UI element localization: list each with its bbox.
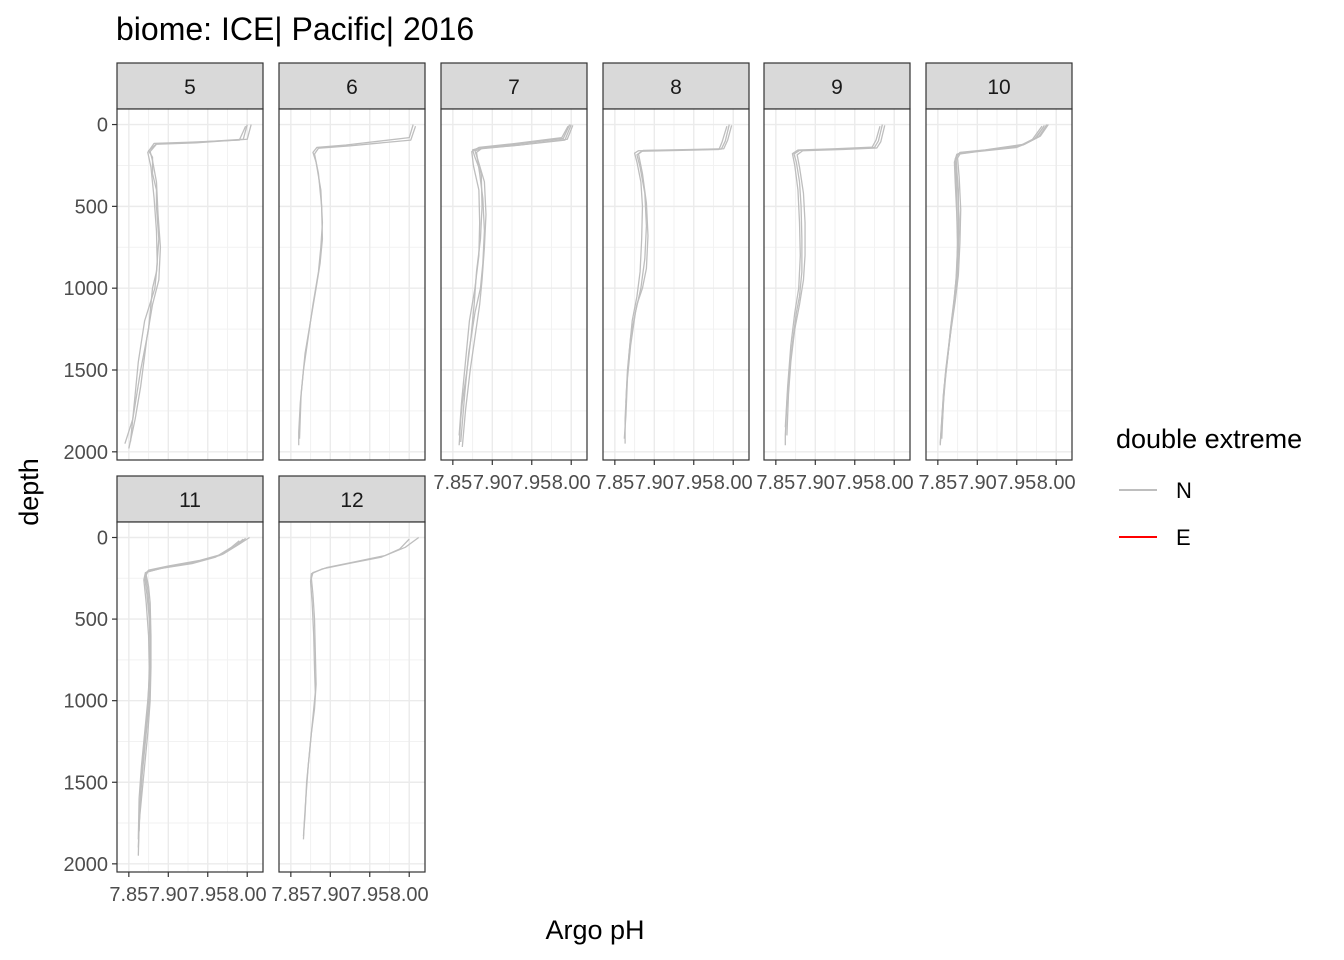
y-tick-label: 2000 <box>64 854 109 876</box>
facet-panel-10: 10 7.85 7.90 7.95 8.00 <box>918 62 1076 494</box>
panel-border <box>278 521 426 873</box>
series-line-N <box>138 540 240 832</box>
x-tick-label: 7.85 <box>918 472 957 494</box>
panel-background <box>279 522 425 872</box>
x-tick-label: 8.00 <box>714 472 753 494</box>
x-tick-label: 7.85 <box>271 884 310 906</box>
x-tick-label: 7.90 <box>958 472 997 494</box>
series-line-N <box>784 126 881 428</box>
panel-border <box>116 521 264 873</box>
facet-strip-label: 8 <box>670 76 682 99</box>
y-tick-label: 500 <box>75 196 108 218</box>
legend-label-N: N <box>1176 478 1192 503</box>
x-tick-label: 7.90 <box>635 472 674 494</box>
series-line-N <box>129 125 247 443</box>
y-tick-label: 1500 <box>64 360 109 382</box>
x-tick-label: 8.00 <box>875 472 914 494</box>
series-line-N <box>302 538 410 837</box>
panel-border <box>440 108 588 461</box>
panel-border <box>925 108 1073 461</box>
x-tick-label: 7.95 <box>512 472 551 494</box>
facet-strip-label: 7 <box>508 76 520 99</box>
panel-background <box>926 109 1072 460</box>
x-tick-label: 7.95 <box>997 472 1036 494</box>
panel-border <box>602 108 750 461</box>
legend-label-E: E <box>1176 525 1191 550</box>
series-line-N <box>786 125 886 436</box>
y-axis-title: depth <box>14 458 44 526</box>
series-line-N <box>625 125 733 403</box>
x-tick-label: 7.95 <box>674 472 713 494</box>
x-tick-label: 8.00 <box>390 884 429 906</box>
legend: double extreme NE <box>1116 424 1302 550</box>
series-line-N <box>460 124 572 443</box>
panel-background <box>279 109 425 460</box>
chart-title: biome: ICE| Pacific| 2016 <box>116 11 474 47</box>
panel-background <box>603 109 749 460</box>
y-tick-label: 2000 <box>64 442 109 464</box>
x-tick-label: 8.00 <box>228 884 267 906</box>
legend-entries: NE <box>1119 478 1192 550</box>
facet-strip-label: 9 <box>831 76 843 99</box>
facet-strip <box>925 62 1073 110</box>
y-tick-label: 1000 <box>64 278 109 300</box>
facet-strip <box>116 475 264 523</box>
facet-panel-7: 7 7.85 7.90 7.95 8.00 <box>433 62 591 494</box>
facet-panel-6: 6 <box>278 62 426 461</box>
panel-border <box>116 108 264 461</box>
panel-background <box>441 109 587 460</box>
x-tick-label: 7.85 <box>109 884 148 906</box>
y-tick-label: 0 <box>97 528 108 550</box>
series-line-N <box>128 124 252 449</box>
panel-background <box>117 109 263 460</box>
y-tick-label: 0 <box>97 115 108 137</box>
facet-strip-label: 12 <box>340 489 363 512</box>
panel-border <box>278 108 426 461</box>
x-tick-label: 8.00 <box>1037 472 1076 494</box>
facet-strip <box>763 62 911 110</box>
facet-strip <box>278 475 426 523</box>
facet-panel-9: 9 7.85 7.90 7.95 8.00 <box>756 62 914 494</box>
x-axis-title: Argo pH <box>545 915 644 945</box>
facet-panel-5: 5 0 500 1000 1500 2000 <box>64 62 264 464</box>
facet-panel-12: 12 7.85 7.90 7.95 8.00 <box>271 475 429 906</box>
facet-strip <box>116 62 264 110</box>
x-tick-label: 7.85 <box>433 472 472 494</box>
x-tick-label: 7.90 <box>796 472 835 494</box>
panel-border <box>763 108 911 461</box>
facet-strip <box>602 62 750 110</box>
x-tick-label: 7.90 <box>311 884 350 906</box>
facet-strip <box>440 62 588 110</box>
panel-background <box>117 522 263 872</box>
series-line-N <box>458 125 569 436</box>
facet-strip-label: 5 <box>184 76 196 99</box>
y-tick-label: 1000 <box>64 691 109 713</box>
x-tick-label: 7.85 <box>756 472 795 494</box>
y-tick-label: 500 <box>75 609 108 631</box>
x-tick-label: 7.85 <box>595 472 634 494</box>
x-tick-label: 7.95 <box>350 884 389 906</box>
y-tick-label: 1500 <box>64 772 109 794</box>
facet-strip-label: 11 <box>179 489 201 512</box>
x-tick-label: 7.95 <box>188 884 227 906</box>
facet-panel-8: 8 7.85 7.90 7.95 8.00 <box>595 62 753 494</box>
x-tick-label: 7.90 <box>473 472 512 494</box>
legend-title: double extreme <box>1116 424 1302 454</box>
x-tick-label: 8.00 <box>552 472 591 494</box>
x-tick-label: 7.95 <box>835 472 874 494</box>
series-line-N <box>941 126 1045 420</box>
x-tick-label: 7.90 <box>149 884 188 906</box>
facet-strip <box>278 62 426 110</box>
series-line-N <box>137 537 247 840</box>
facet-strip-label: 10 <box>987 76 1010 99</box>
series-line-N <box>298 125 417 439</box>
facet-strip-label: 6 <box>346 76 358 99</box>
